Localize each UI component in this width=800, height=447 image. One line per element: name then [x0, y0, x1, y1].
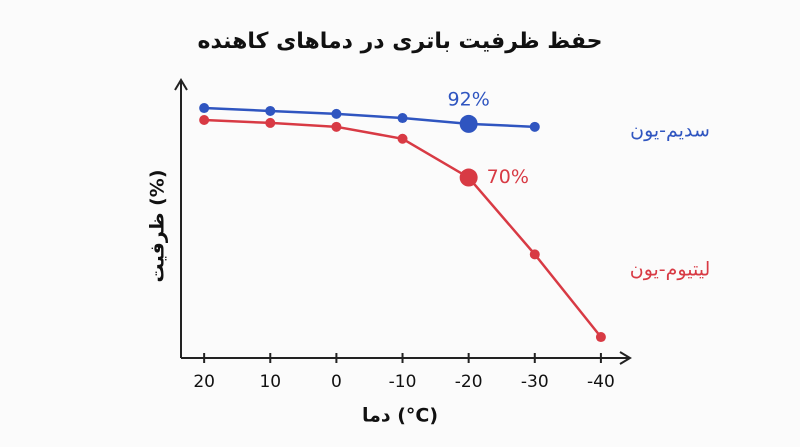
data-point	[529, 121, 540, 132]
data-point	[265, 105, 276, 116]
x-axis-label: دما (°C)	[362, 405, 438, 427]
data-point	[199, 114, 210, 125]
x-tick-label: 10	[259, 372, 281, 392]
series-label: لیتیوم-یون	[630, 259, 710, 281]
x-tick-label: -10	[389, 372, 417, 392]
data-point	[595, 332, 606, 343]
data-point	[199, 103, 210, 114]
y-axis-label: ظرفیت (%)	[147, 169, 169, 282]
x-axis	[181, 351, 632, 365]
data-point	[397, 133, 408, 144]
data-point	[331, 121, 342, 132]
y-axis	[174, 78, 188, 358]
axes	[174, 78, 632, 365]
x-tick-label: -40	[587, 372, 615, 392]
data-point	[331, 108, 342, 119]
x-tick-label: -30	[521, 372, 549, 392]
data-label: 70%	[487, 166, 529, 188]
series-line	[204, 106, 535, 129]
x-tick-label: 0	[331, 372, 342, 392]
data-point	[265, 117, 276, 128]
chart-title: حفظ ظرفیت باتری در دماهای کاهنده	[197, 29, 602, 54]
series-label: سدیم-یون	[630, 119, 710, 141]
data-point	[459, 168, 478, 187]
data-point	[459, 114, 478, 133]
data-point	[397, 113, 408, 124]
data-point	[529, 249, 540, 260]
x-tick-label: 20	[193, 372, 215, 392]
x-tick-label: -20	[455, 372, 483, 392]
data-label: 92%	[448, 88, 490, 110]
